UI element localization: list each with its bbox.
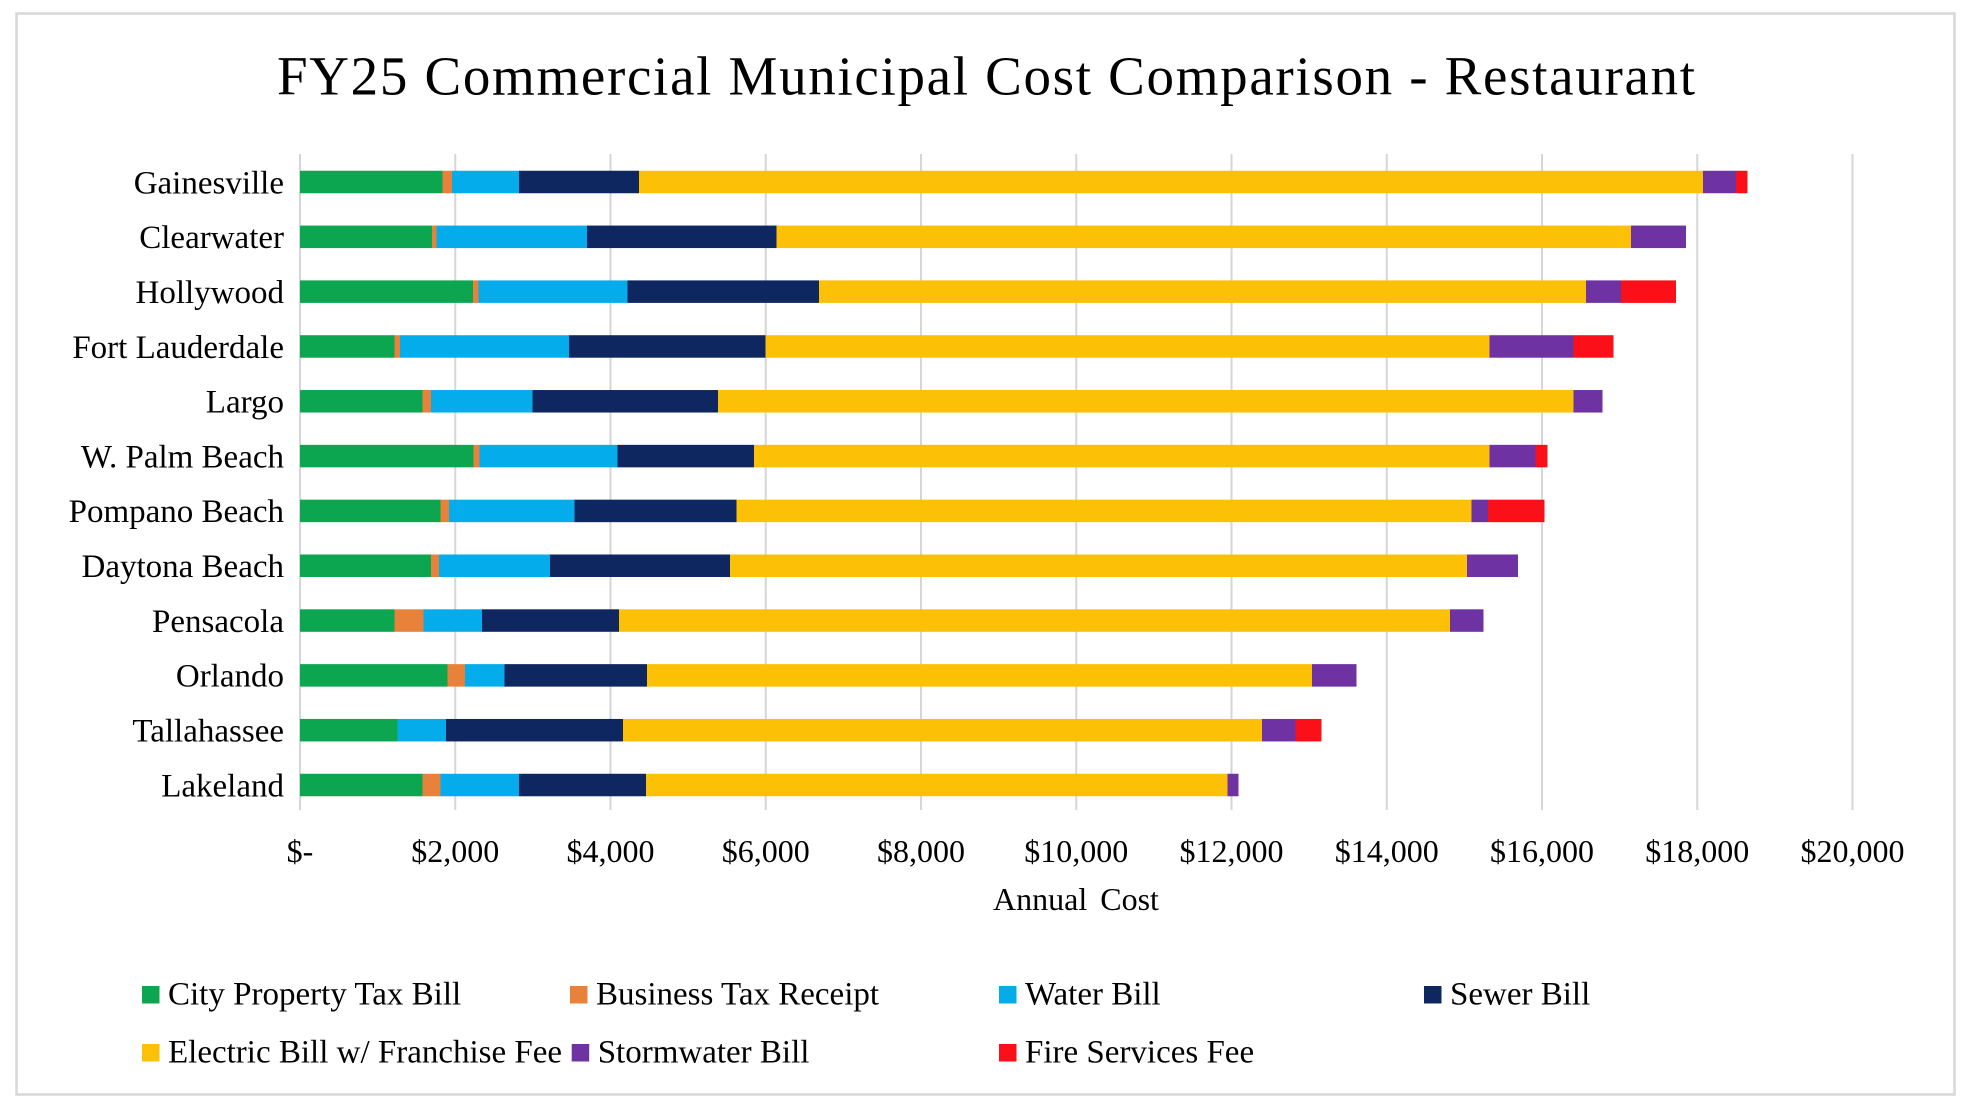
svg-text:Annual Cost: Annual Cost (993, 881, 1159, 917)
svg-text:$6,000: $6,000 (722, 833, 810, 869)
svg-text:$16,000: $16,000 (1490, 833, 1594, 869)
svg-text:W. Palm Beach: W. Palm Beach (81, 439, 285, 475)
svg-text:Daytona Beach: Daytona Beach (82, 549, 285, 585)
svg-text:$4,000: $4,000 (567, 833, 655, 869)
svg-text:$18,000: $18,000 (1645, 833, 1749, 869)
svg-text:Business Tax Receipt: Business Tax Receipt (596, 977, 879, 1013)
svg-text:Fire Services Fee: Fire Services Fee (1025, 1035, 1254, 1071)
svg-text:Fort Lauderdale: Fort Lauderdale (72, 330, 284, 366)
svg-text:Hollywood: Hollywood (136, 275, 285, 311)
svg-text:$12,000: $12,000 (1180, 833, 1284, 869)
svg-text:Clearwater: Clearwater (139, 220, 284, 256)
svg-text:City Property Tax Bill: City Property Tax Bill (168, 977, 461, 1013)
svg-text:$14,000: $14,000 (1335, 833, 1439, 869)
svg-text:Orlando: Orlando (176, 659, 284, 695)
svg-text:Electric Bill w/ Franchise Fee: Electric Bill w/ Franchise Fee (168, 1035, 562, 1071)
svg-text:Sewer Bill: Sewer Bill (1450, 977, 1590, 1013)
svg-text:Largo: Largo (206, 385, 284, 421)
svg-text:Gainesville: Gainesville (134, 165, 284, 201)
svg-text:Stormwater Bill: Stormwater Bill (598, 1035, 810, 1071)
svg-text:$-: $- (287, 833, 314, 869)
svg-text:Tallahassee: Tallahassee (132, 714, 284, 750)
svg-text:$2,000: $2,000 (411, 833, 499, 869)
svg-text:Pensacola: Pensacola (152, 604, 284, 640)
svg-text:Pompano Beach: Pompano Beach (69, 494, 285, 530)
svg-text:Water Bill: Water Bill (1025, 977, 1161, 1013)
svg-text:$10,000: $10,000 (1024, 833, 1128, 869)
svg-text:Lakeland: Lakeland (161, 768, 284, 804)
svg-text:$8,000: $8,000 (877, 833, 965, 869)
svg-text:$20,000: $20,000 (1801, 833, 1905, 869)
svg-text:FY25 Commercial Municipal Cost: FY25 Commercial Municipal Cost Compariso… (277, 46, 1695, 107)
